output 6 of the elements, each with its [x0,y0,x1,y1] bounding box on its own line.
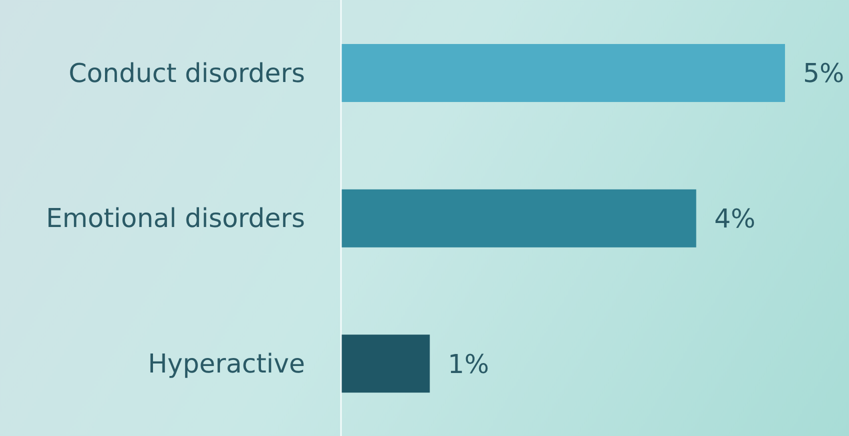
data-label: 1% [448,350,490,380]
y-tick-label: Hyperactive [148,350,305,380]
y-tick-label: Conduct disorders [68,58,305,89]
data-label: 5% [803,59,844,90]
y-tick-label: Emotional disorders [46,204,305,234]
data-label: 4% [714,204,756,235]
